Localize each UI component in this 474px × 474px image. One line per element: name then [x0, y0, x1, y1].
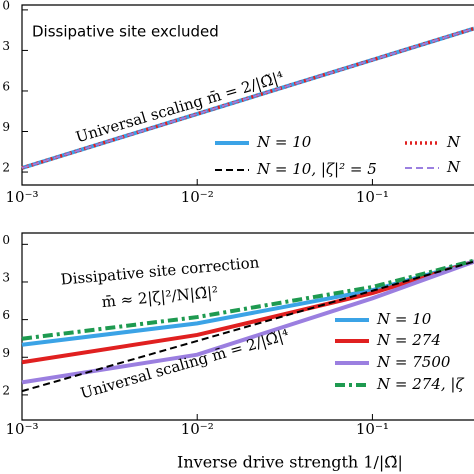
x-tick-label: 10⁻² [181, 420, 214, 438]
series-line [21, 259, 474, 385]
axes-frame [21, 4, 474, 186]
x-axis-label: Inverse drive strength 1/|Ω̃| [177, 453, 403, 472]
y-tick-label: 6 [2, 79, 10, 93]
annotation: Dissipative site excluded [32, 23, 219, 41]
annotation: m̄ ≈ 2|ζ|²/N|Ω̃|² [101, 283, 219, 311]
y-tick-label: 0 [2, 0, 10, 12]
series-line [21, 260, 474, 393]
legend-label: N [446, 158, 461, 176]
y-tick-label: 9 [2, 346, 10, 360]
x-tick-label: 10⁻³ [5, 188, 38, 206]
y-tick-label: 3 [2, 39, 10, 53]
legend-label: N = 10 [256, 133, 312, 151]
legend-label: N = 10, |ζ|² = 5 [256, 160, 377, 178]
legend-label: N = 274, |ζ [376, 375, 464, 393]
x-tick-label: 10⁻³ [5, 420, 38, 438]
x-tick-label: 10⁻² [181, 188, 214, 206]
series-line [21, 258, 474, 341]
annotation: Dissipative site correction [60, 253, 260, 288]
legend-label: N = 274 [376, 331, 441, 349]
series-line [21, 27, 474, 169]
x-tick-label: 10⁻¹ [356, 188, 389, 206]
legend-label: N = 10 [376, 310, 432, 328]
panel: 10⁻³ 10⁻² 10⁻¹ 0 3 6 9 2 N = 10 N = 10, |ζ|² = 5 N… [2, 0, 474, 206]
y-tick-label: 6 [2, 308, 10, 322]
y-tick-label: 3 [2, 270, 10, 284]
y-tick-label: 2 [2, 383, 10, 397]
y-tick-label: 9 [2, 120, 10, 134]
panel: 10⁻³ 10⁻² 10⁻¹ 0 3 6 9 2 N = 10 N = 274 N = 7500 N … [2, 232, 474, 472]
x-tick-label: 10⁻¹ [356, 420, 389, 438]
series-line [21, 259, 474, 365]
legend-label: N [446, 133, 461, 151]
legend-label: N = 7500 [376, 353, 451, 371]
y-tick-label: 2 [2, 161, 10, 175]
annotation: Universal scaling m̄ = 2/|Ω̃|⁴ [74, 68, 286, 147]
y-tick-label: 0 [2, 233, 10, 247]
axes-frame [21, 232, 474, 421]
